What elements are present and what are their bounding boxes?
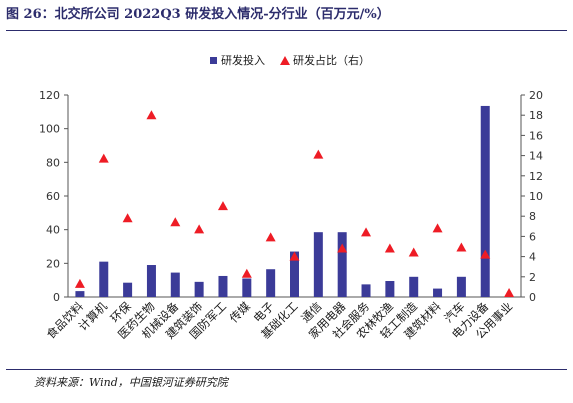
right-tick-label: 10 [529, 190, 543, 203]
right-tick-label: 6 [529, 230, 536, 243]
right-tick-label: 20 [529, 89, 543, 102]
bar [480, 105, 490, 297]
ratio-point [289, 251, 300, 261]
legend-triangle-label: 研发占比（右） [293, 53, 370, 67]
ratio-point [74, 278, 85, 288]
left-tick-label: 60 [46, 190, 60, 203]
left-tick-label: 0 [53, 291, 60, 304]
source-divider [6, 369, 567, 370]
left-tick-label: 40 [46, 224, 60, 237]
bar [123, 282, 133, 297]
ratio-point [384, 243, 395, 253]
ratio-point [456, 242, 467, 252]
right-tick-label: 12 [529, 170, 543, 183]
legend-triangle-swatch [280, 56, 290, 65]
right-tick-label: 8 [529, 210, 536, 223]
ratio-point [432, 223, 443, 233]
ratio-point [122, 213, 133, 223]
ratio-point [241, 268, 252, 278]
bar [75, 291, 85, 297]
bar [218, 275, 228, 297]
left-tick-label: 20 [46, 257, 60, 270]
bar [433, 288, 443, 297]
legend-bar-swatch [210, 57, 217, 64]
bar [290, 251, 299, 297]
ratio-point [146, 110, 157, 120]
ratio-point [337, 243, 348, 253]
ratio-point [408, 247, 419, 257]
chart: 02040608010012002468101214161820食品饮料计算机环… [39, 53, 543, 342]
left-tick-label: 80 [46, 156, 60, 169]
bar [146, 265, 156, 297]
bar [194, 281, 204, 297]
ratio-point [313, 149, 324, 159]
right-tick-label: 2 [529, 271, 536, 284]
bar [170, 272, 180, 297]
ratio-point [480, 249, 491, 259]
right-tick-label: 0 [529, 291, 536, 304]
chart-title: 图 26：北交所公司 2022Q3 研发投入情况-分行业（百万元/%） [6, 7, 390, 22]
ratio-point [194, 224, 205, 234]
category-label: 传媒 [227, 299, 254, 326]
bar [456, 276, 466, 297]
ratio-point [217, 201, 228, 211]
left-tick-label: 100 [39, 123, 60, 136]
source-note: 资料来源：Wind，中国银河证券研究院 [34, 376, 228, 389]
bar [99, 261, 109, 297]
right-tick-label: 18 [529, 109, 543, 122]
ratio-point [361, 227, 372, 237]
ratio-point [265, 232, 276, 242]
ratio-point [98, 153, 109, 163]
right-tick-label: 14 [529, 150, 543, 163]
bar [313, 232, 323, 297]
bar [337, 232, 347, 297]
bar [409, 276, 419, 297]
legend-bar-label: 研发投入 [221, 53, 265, 67]
ratio-point [504, 287, 515, 297]
right-tick-label: 16 [529, 129, 543, 142]
left-tick-label: 120 [39, 89, 60, 102]
right-tick-label: 4 [529, 251, 536, 264]
ratio-point [170, 217, 181, 227]
bar [385, 281, 395, 297]
bar [361, 284, 371, 297]
bar [266, 269, 276, 297]
bar [242, 278, 252, 297]
title-divider [6, 30, 567, 31]
